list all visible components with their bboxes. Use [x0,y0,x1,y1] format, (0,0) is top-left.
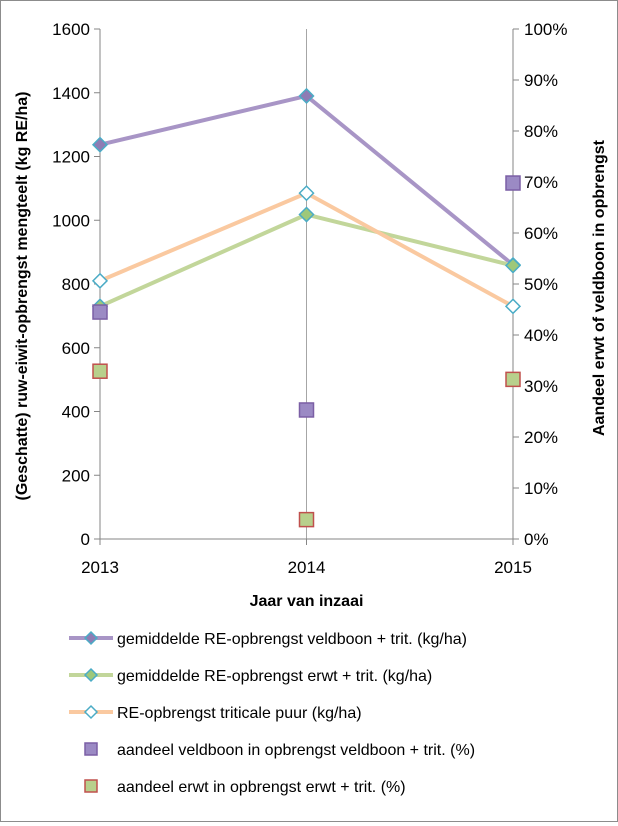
x-tick-label: 2013 [81,558,119,577]
y-tick-label: 1600 [52,20,90,39]
x-tick-label: 2015 [494,558,532,577]
y2-axis-title: Aandeel erwt of veldboon in opbrengst [591,139,608,436]
legend-marker-diamond [83,667,99,683]
y2-axis-ticks: 0% 10% 20% 30% 40% 50% 60% 70% 80% 90% 100% [513,20,567,549]
data-point-diamond [298,185,315,202]
series-3 [92,175,521,418]
y-tick-label: 800 [62,275,90,294]
data-point-diamond [504,298,522,315]
y2-tick-label: 60% [524,224,558,243]
data-point-square [298,511,315,528]
y-tick-label: 1000 [52,211,90,230]
data-point-square [505,371,521,388]
data-point-diamond [298,206,315,223]
legend-label: RE-opbrengst triticale puur (kg/ha) [117,705,362,722]
data-point-diamond [298,87,315,104]
data-point-diamond [91,136,109,153]
data-point-diamond [504,257,522,274]
y-axis-ticks: 0 200 400 600 800 1000 1200 1400 1600 [52,20,100,549]
legend-item-2: RE-opbrengst triticale puur (kg/ha) [69,704,362,722]
legend-label: aandeel veldboon in opbrengst veldboon +… [117,742,475,759]
x-tick-label: 2014 [288,558,326,577]
y-tick-label: 0 [81,530,90,549]
y2-tick-label: 80% [524,122,558,141]
y2-tick-label: 90% [524,71,558,90]
x-axis-title: Jaar van inzaai [250,593,364,610]
series-layer [91,87,522,528]
x-axis-ticks: 2013 2014 2015 [81,539,532,577]
y2-tick-label: 40% [524,326,558,345]
series-2 [91,185,522,315]
legend-label: gemiddelde RE-opbrengst veldboon + trit.… [117,631,467,648]
legend-marker-diamond [83,704,99,720]
y2-tick-label: 30% [524,377,558,396]
legend-item-3: aandeel veldboon in opbrengst veldboon +… [84,742,475,759]
data-point-square [92,304,108,320]
legend-item-1: gemiddelde RE-opbrengst erwt + trit. (kg… [69,667,432,685]
y2-tick-label: 20% [524,428,558,447]
legend-item-0: gemiddelde RE-opbrengst veldboon + trit.… [69,630,467,648]
gridlines [99,29,514,539]
y2-tick-label: 100% [524,20,567,39]
y-tick-label: 400 [62,403,90,422]
legend-item-4: aandeel erwt in opbrengst erwt + trit. (… [84,779,406,796]
legend-marker-square [84,742,98,756]
y-tick-label: 600 [62,339,90,358]
y2-tick-label: 0% [524,530,549,549]
y2-tick-label: 50% [524,275,558,294]
legend-marker-square [84,779,98,793]
series-4 [92,363,521,528]
legend: gemiddelde RE-opbrengst veldboon + trit.… [69,630,475,796]
data-point-square [92,363,108,379]
legend-marker-diamond [83,630,99,646]
y-tick-label: 1400 [52,84,90,103]
legend-label: gemiddelde RE-opbrengst erwt + trit. (kg… [117,668,432,685]
y2-tick-label: 10% [524,479,558,498]
data-point-square [298,402,315,418]
y2-tick-label: 70% [524,173,558,192]
data-point-square [505,175,521,191]
y-tick-label: 1200 [52,148,90,167]
legend-label: aandeel erwt in opbrengst erwt + trit. (… [117,779,406,796]
y-tick-label: 200 [62,466,90,485]
y-axis-title: (Geschatte) ruw-eiwit-opbrengst mengteel… [14,92,31,501]
data-point-diamond [91,272,109,289]
